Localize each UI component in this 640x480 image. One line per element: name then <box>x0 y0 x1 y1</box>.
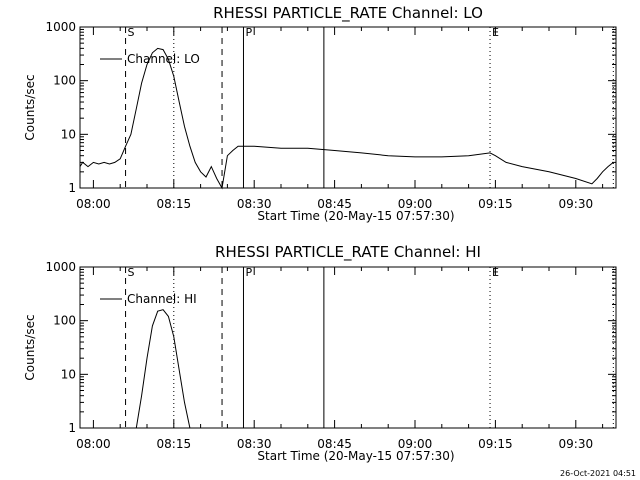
x-tick-label: 08:15 <box>157 437 192 451</box>
x-tick-label: 08:15 <box>157 197 192 211</box>
flag-label: E <box>492 26 499 39</box>
x-tick-label: 09:00 <box>398 437 433 451</box>
x-tick-label: 09:00 <box>398 197 433 211</box>
x-tick-label: 08:30 <box>237 197 272 211</box>
series-line-0 <box>79 47 614 190</box>
chart-title: RHESSI PARTICLE_RATE Channel: HI <box>215 243 481 262</box>
x-tick-label: 08:00 <box>76 437 111 451</box>
x-tick-label: 08:00 <box>76 197 111 211</box>
flag-label: P <box>245 266 252 279</box>
footer-timestamp: 26-Oct-2021 04:51 <box>560 469 636 478</box>
y-tick-label: 100 <box>53 314 76 328</box>
y-tick-label: 10 <box>61 367 76 381</box>
flag-label: S <box>128 266 135 279</box>
series-line-0 <box>135 309 191 429</box>
y-tick-label: 1 <box>68 421 76 435</box>
flag-label: S <box>128 26 135 39</box>
plot-frame <box>79 26 617 189</box>
chart-title: RHESSI PARTICLE_RATE Channel: LO <box>213 4 483 23</box>
legend-label: Channel: HI <box>127 292 197 306</box>
x-tick-label: 09:15 <box>478 197 513 211</box>
y-tick-label: 10 <box>61 127 76 141</box>
plot-frame <box>79 266 617 429</box>
legend-label: Channel: LO <box>127 52 200 66</box>
x-tick-label: 08:30 <box>237 437 272 451</box>
x-tick-label: 09:30 <box>559 197 594 211</box>
x-tick-label: 08:45 <box>317 437 352 451</box>
flag-label: E <box>492 266 499 279</box>
flag-label: P <box>245 26 252 39</box>
x-tick-label: 09:30 <box>559 437 594 451</box>
x-tick-label: 09:15 <box>478 437 513 451</box>
x-tick-label: 08:45 <box>317 197 352 211</box>
y-tick-label: 1000 <box>45 260 76 274</box>
y-axis-label: Counts/sec <box>23 74 37 140</box>
x-axis-label: Start Time (20-May-15 07:57:30) <box>257 449 454 463</box>
y-tick-label: 1 <box>68 181 76 195</box>
y-tick-label: 1000 <box>45 20 76 34</box>
x-axis-label: Start Time (20-May-15 07:57:30) <box>257 209 454 223</box>
y-tick-label: 100 <box>53 74 76 88</box>
y-axis-label: Counts/sec <box>23 314 37 380</box>
